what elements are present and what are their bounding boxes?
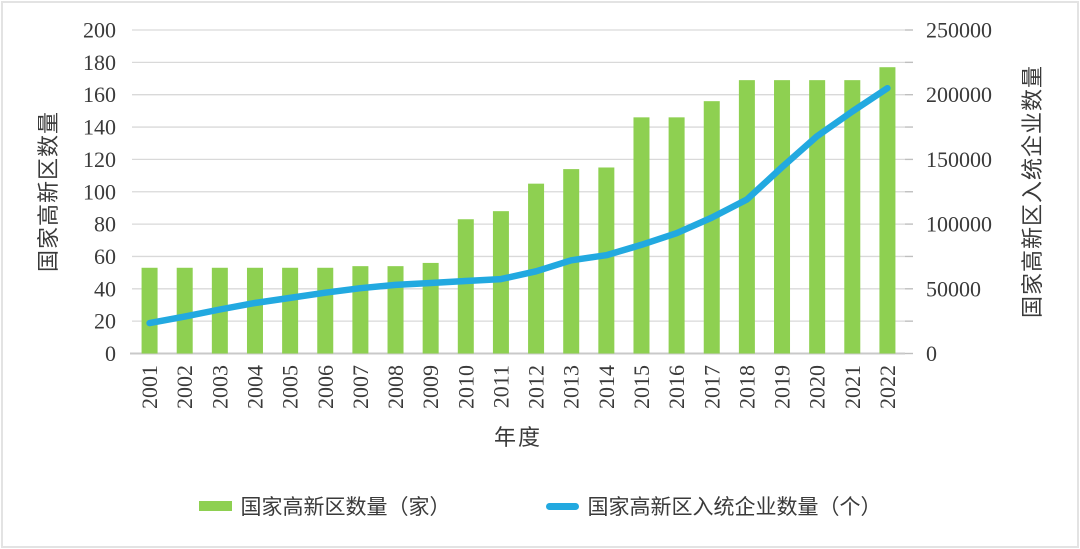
- right-axis-tick-label: 0: [926, 341, 937, 366]
- x-axis-label-2022: 2022: [875, 365, 900, 409]
- x-axis-label-2017: 2017: [699, 365, 724, 409]
- right-axis-tick-label: 250000: [926, 18, 992, 43]
- bar-2008: [387, 266, 404, 354]
- x-axis-label-2003: 2003: [207, 365, 232, 409]
- right-axis-tick-label: 150000: [926, 147, 992, 172]
- left-axis-tick-label: 20: [94, 309, 116, 334]
- x-axis-label-2011: 2011: [488, 365, 513, 408]
- bar-2002: [176, 267, 193, 354]
- bar-2004: [246, 267, 263, 354]
- x-axis-label-2007: 2007: [348, 365, 373, 409]
- x-axis-label-2010: 2010: [453, 365, 478, 409]
- x-axis-label-2014: 2014: [594, 365, 619, 409]
- left-axis-tick-label: 0: [105, 341, 116, 366]
- x-axis-label-2020: 2020: [805, 365, 830, 409]
- left-axis-tick-label: 180: [83, 50, 116, 75]
- left-axis-tick-label: 140: [83, 115, 116, 140]
- left-axis-tick-label: 160: [83, 82, 116, 107]
- bar-2020: [809, 80, 826, 354]
- bar-2018: [738, 80, 755, 354]
- x-axis-label-2009: 2009: [418, 365, 443, 409]
- x-axis-label-2002: 2002: [172, 365, 197, 409]
- right-axis-tick-label: 100000: [926, 212, 992, 237]
- combo-chart: 0 20 40 60 80 100 120 140 160 180 200 0 50000 100000 1…: [36, 18, 1045, 451]
- line-series-swatch-icon: [545, 502, 579, 510]
- bar-2017: [703, 101, 720, 354]
- chart-legend: 国家高新区数量（家） 国家高新区入统企业数量（个）: [3, 491, 1077, 521]
- x-axis-label-2004: 2004: [243, 365, 268, 409]
- bar-series-swatch-icon: [198, 501, 232, 511]
- right-axis-tick-label: 50000: [926, 276, 981, 301]
- x-axis-label-2015: 2015: [629, 365, 654, 409]
- left-axis-tick-label: 100: [83, 179, 116, 204]
- x-axis-label-2019: 2019: [770, 365, 795, 409]
- bar-2007: [352, 266, 369, 354]
- left-axis-title: 国家高新区数量: [36, 111, 61, 272]
- bar-2019: [774, 80, 791, 354]
- bar-series-label: 国家高新区数量（家）: [240, 495, 451, 519]
- x-axis-label-2021: 2021: [840, 365, 865, 409]
- x-axis-label-2005: 2005: [278, 365, 303, 409]
- x-axis-label-2013: 2013: [559, 365, 584, 409]
- bar-2009: [422, 262, 439, 354]
- bar-2014: [598, 167, 615, 354]
- left-axis-tick-label: 80: [94, 212, 116, 237]
- left-axis-tick-label: 120: [83, 147, 116, 172]
- right-axis-tick-label: 200000: [926, 82, 992, 107]
- bar-2006: [317, 267, 334, 354]
- x-axis-label-2018: 2018: [734, 365, 759, 409]
- x-axis-label-2012: 2012: [524, 365, 549, 409]
- bar-2005: [282, 267, 299, 354]
- line-series-path: [146, 84, 891, 327]
- x-axis-label-2016: 2016: [664, 365, 689, 409]
- bar-2010: [457, 219, 474, 354]
- x-axis-label-2006: 2006: [313, 365, 338, 409]
- legend-item-bar-series: 国家高新区数量（家）: [198, 491, 451, 521]
- bar-2022: [879, 67, 896, 354]
- legend-item-line-series: 国家高新区入统企业数量（个）: [545, 491, 882, 521]
- x-axis-title: 年度: [494, 425, 542, 450]
- bar-2001: [141, 267, 158, 354]
- x-axis-label-2008: 2008: [383, 365, 408, 409]
- left-axis-tick-label: 40: [94, 276, 116, 301]
- right-axis-title: 国家高新区入统企业数量: [1020, 65, 1045, 318]
- x-axis-label-2001: 2001: [137, 365, 162, 409]
- line-series-label: 国家高新区入统企业数量（个）: [587, 495, 882, 519]
- left-axis-tick-label: 200: [83, 18, 116, 43]
- bar-2015: [633, 117, 650, 354]
- bar-2021: [844, 80, 861, 354]
- left-axis-tick-label: 60: [94, 244, 116, 269]
